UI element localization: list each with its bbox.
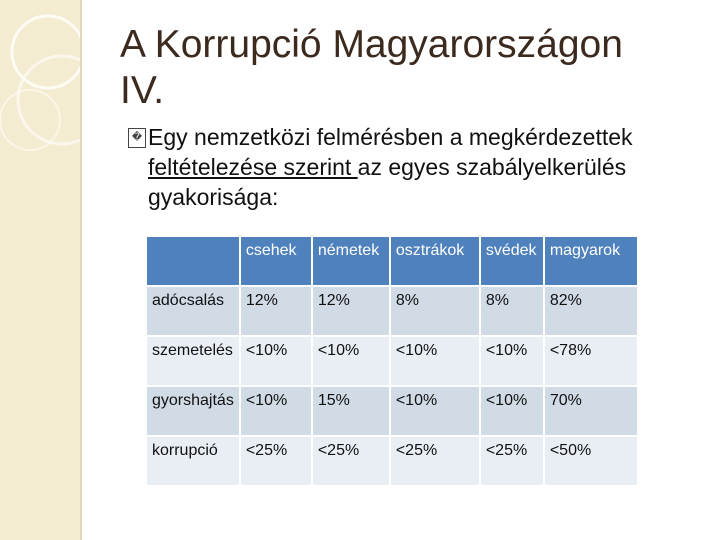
table-row-label: korrupció bbox=[147, 437, 239, 485]
bullet-icon: � bbox=[128, 128, 146, 148]
bullet-text-underlined: feltételezése szerint bbox=[148, 154, 358, 180]
sidebar-divider bbox=[80, 0, 82, 540]
table-cell: <10% bbox=[390, 337, 479, 385]
table-cell: 82% bbox=[544, 287, 637, 335]
table-cell: <25% bbox=[390, 437, 479, 485]
table-cell: <10% bbox=[390, 387, 479, 435]
table-header-cell bbox=[147, 237, 239, 285]
table-header-cell: svédek bbox=[480, 237, 543, 285]
title-line-2: IV. bbox=[120, 69, 165, 112]
table-row-label: szemetelés bbox=[147, 337, 239, 385]
table-cell: <10% bbox=[312, 337, 389, 385]
table-cell: 70% bbox=[544, 387, 637, 435]
table-header-cell: németek bbox=[312, 237, 389, 285]
table-cell: <78% bbox=[544, 337, 637, 385]
table-row-label: gyorshajtás bbox=[147, 387, 239, 435]
decorative-sidebar bbox=[0, 0, 80, 540]
bullet-text: Egy nemzetközi felmérésben a megkérdezet… bbox=[148, 122, 688, 212]
table-cell: 8% bbox=[480, 287, 543, 335]
table-row-label: adócsalás bbox=[147, 287, 239, 335]
table-row: adócsalás 12% 12% 8% 8% 82% bbox=[147, 287, 637, 335]
table-cell: <10% bbox=[480, 337, 543, 385]
table-row: korrupció <25% <25% <25% <25% <50% bbox=[147, 437, 637, 485]
table-row: gyorshajtás <10% 15% <10% <10% 70% bbox=[147, 387, 637, 435]
table-header-cell: osztrákok bbox=[390, 237, 479, 285]
table-cell: 8% bbox=[390, 287, 479, 335]
table-cell: <25% bbox=[312, 437, 389, 485]
table-cell: <10% bbox=[240, 387, 311, 435]
table-cell: 15% bbox=[312, 387, 389, 435]
table-cell: <10% bbox=[480, 387, 543, 435]
table-row: szemetelés <10% <10% <10% <10% <78% bbox=[147, 337, 637, 385]
table-header-cell: magyarok bbox=[544, 237, 637, 285]
bullet-text-part1: Egy nemzetközi felmérésben a megkérdezet… bbox=[148, 124, 633, 150]
table-cell: <25% bbox=[240, 437, 311, 485]
table-cell: <50% bbox=[544, 437, 637, 485]
decorative-circles-icon bbox=[0, 14, 80, 151]
survey-table: csehek németek osztrákok svédek magyarok… bbox=[145, 235, 639, 487]
bullet-paragraph: � Egy nemzetközi felmérésben a megkérdez… bbox=[128, 122, 688, 212]
table-cell: 12% bbox=[240, 287, 311, 335]
table-cell: <25% bbox=[480, 437, 543, 485]
table-header-cell: csehek bbox=[240, 237, 311, 285]
slide-title: A Korrupció Magyarországon IV. bbox=[120, 22, 700, 114]
table-cell: 12% bbox=[312, 287, 389, 335]
table-header-row: csehek németek osztrákok svédek magyarok bbox=[147, 237, 637, 285]
table-cell: <10% bbox=[240, 337, 311, 385]
bullet-text-part2: az egyes szabályelkerülés gyakorisága: bbox=[148, 154, 627, 210]
title-line-1: A Korrupció Magyarországon bbox=[120, 23, 623, 66]
